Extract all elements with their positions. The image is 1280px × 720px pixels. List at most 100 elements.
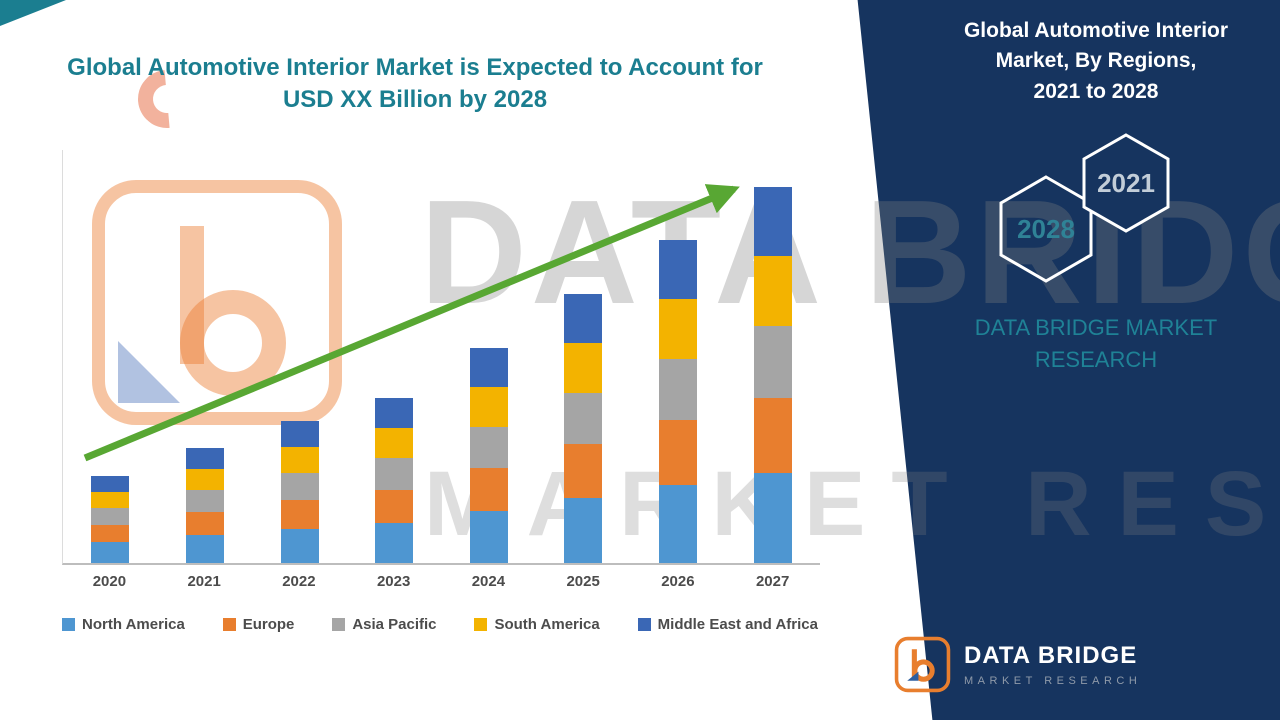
x-axis-label: 2021 bbox=[187, 573, 221, 590]
bar-segment-middle-east-and-africa bbox=[753, 187, 792, 256]
bar-group bbox=[536, 294, 631, 563]
bar-segment-south-america bbox=[375, 428, 414, 458]
legend-item: North America bbox=[62, 616, 185, 633]
stacked-bar bbox=[469, 348, 508, 563]
bar-segment-north-america bbox=[753, 473, 792, 563]
bar-segment-asia-pacific bbox=[469, 427, 508, 468]
badge-2021-label: 2021 bbox=[1097, 168, 1155, 198]
stacked-bar bbox=[375, 398, 414, 563]
bar-segment-middle-east-and-africa bbox=[280, 421, 319, 447]
bar-segment-europe bbox=[91, 525, 130, 542]
legend-swatch bbox=[637, 618, 651, 631]
x-axis-label: 2023 bbox=[376, 573, 411, 590]
corner-accent-triangle bbox=[0, 0, 66, 26]
bar-group bbox=[347, 398, 442, 563]
bar-segment-north-america bbox=[564, 498, 603, 563]
bar-group bbox=[63, 476, 158, 563]
bar-segment-asia-pacific bbox=[753, 326, 792, 398]
bar-segment-middle-east-and-africa bbox=[91, 476, 130, 492]
hexagon-2021 bbox=[1082, 133, 1170, 233]
stacked-bar bbox=[280, 421, 319, 563]
legend-label: Europe bbox=[242, 616, 295, 633]
panel-title-line2: Market, By Regions, bbox=[995, 49, 1197, 73]
bar-segment-asia-pacific bbox=[659, 359, 698, 420]
panel-title-line3: 2021 to 2028 bbox=[1033, 79, 1159, 103]
x-axis-label: 2027 bbox=[755, 573, 790, 590]
bar-segment-middle-east-and-africa bbox=[469, 348, 508, 387]
stacked-bar bbox=[659, 240, 698, 563]
legend-swatch bbox=[222, 618, 236, 631]
company-logo-name: DATA BRIDGE bbox=[964, 642, 1138, 669]
bar-segment-north-america bbox=[91, 542, 130, 563]
legend-item: South America bbox=[474, 616, 600, 633]
brand-text: DATA BRIDGE MARKET RESEARCH bbox=[920, 312, 1272, 376]
bar-segment-north-america bbox=[469, 511, 508, 563]
bar-segment-north-america bbox=[659, 485, 698, 563]
legend-swatch bbox=[474, 618, 488, 631]
badge-2028-label: 2028 bbox=[1017, 214, 1075, 244]
bar-segment-europe bbox=[469, 468, 508, 511]
legend-label: North America bbox=[82, 616, 185, 633]
x-axis-label: 2022 bbox=[282, 573, 316, 590]
bar-segment-north-america bbox=[280, 529, 319, 563]
company-logo-text: DATA BRIDGE MARKET RESEARCH bbox=[964, 642, 1141, 687]
stacked-bar bbox=[91, 476, 130, 563]
plot-area bbox=[62, 150, 820, 565]
bar-segment-asia-pacific bbox=[91, 508, 130, 525]
chart-title: Global Automotive Interior Market is Exp… bbox=[60, 52, 770, 117]
x-axis-label: 2020 bbox=[92, 573, 127, 590]
bar-group bbox=[158, 448, 253, 563]
stacked-bar bbox=[185, 448, 224, 563]
panel-title: Global Automotive Interior Market, By Re… bbox=[926, 16, 1266, 107]
brand-text-line2: RESEARCH bbox=[1034, 346, 1158, 372]
bar-segment-south-america bbox=[564, 343, 603, 393]
bar-segment-south-america bbox=[91, 492, 130, 508]
panel-title-line1: Global Automotive Interior bbox=[963, 19, 1229, 42]
year-badges: 2028 2021 bbox=[999, 133, 1170, 283]
stacked-bar bbox=[753, 187, 792, 563]
x-axis-label: 2024 bbox=[471, 573, 506, 590]
bar-segment-north-america bbox=[375, 523, 414, 563]
company-logo-subtitle: MARKET RESEARCH bbox=[964, 675, 1142, 687]
bar-segment-south-america bbox=[659, 299, 698, 359]
chart-title-line1: Global Automotive Interior Market is Exp… bbox=[67, 54, 763, 81]
bar-segment-south-america bbox=[185, 469, 224, 490]
legend: North America Europe Asia Pacific South Ame… bbox=[62, 616, 818, 633]
bar-segment-south-america bbox=[469, 387, 508, 427]
legend-item: Europe bbox=[222, 616, 295, 633]
x-axis-label: 2025 bbox=[566, 573, 600, 590]
bar-segment-south-america bbox=[280, 447, 319, 473]
legend-item: Asia Pacific bbox=[332, 616, 437, 633]
legend-label: South America bbox=[494, 616, 600, 633]
bar-segment-europe bbox=[659, 420, 698, 485]
side-panel: Global Automotive Interior Market, By Re… bbox=[840, 0, 1280, 720]
bar-segment-asia-pacific bbox=[280, 473, 319, 500]
legend-swatch bbox=[332, 618, 346, 631]
bar-group bbox=[631, 240, 726, 563]
bar-segment-middle-east-and-africa bbox=[659, 240, 698, 299]
brand-text-line1: DATA BRIDGE MARKET bbox=[974, 315, 1218, 340]
bar-segment-middle-east-and-africa bbox=[185, 448, 224, 469]
bar-segment-asia-pacific bbox=[564, 393, 603, 444]
legend-swatch bbox=[62, 618, 75, 631]
bar-group bbox=[725, 187, 820, 563]
legend-label: Asia Pacific bbox=[352, 616, 437, 633]
bar-segment-europe bbox=[280, 500, 319, 529]
bar-segment-europe bbox=[185, 512, 224, 535]
bar-segment-europe bbox=[564, 444, 603, 498]
bar-segment-south-america bbox=[753, 256, 792, 326]
bar-segment-middle-east-and-africa bbox=[375, 398, 414, 428]
legend-label: Middle East and Africa bbox=[657, 616, 818, 633]
company-logo-icon bbox=[894, 636, 951, 693]
bar-segment-europe bbox=[753, 398, 792, 473]
legend-item: Middle East and Africa bbox=[637, 616, 818, 633]
bar-segment-europe bbox=[375, 490, 414, 523]
bar-segment-north-america bbox=[185, 535, 224, 563]
stacked-bar bbox=[564, 294, 603, 563]
bar-segment-asia-pacific bbox=[185, 490, 224, 512]
bar-group bbox=[442, 348, 537, 563]
side-panel-background bbox=[857, 0, 1280, 720]
bar-group bbox=[252, 421, 347, 563]
chart-title-line2: USD XX Billion by 2028 bbox=[282, 86, 548, 114]
company-logo: DATA BRIDGE MARKET RESEARCH bbox=[894, 636, 1141, 693]
